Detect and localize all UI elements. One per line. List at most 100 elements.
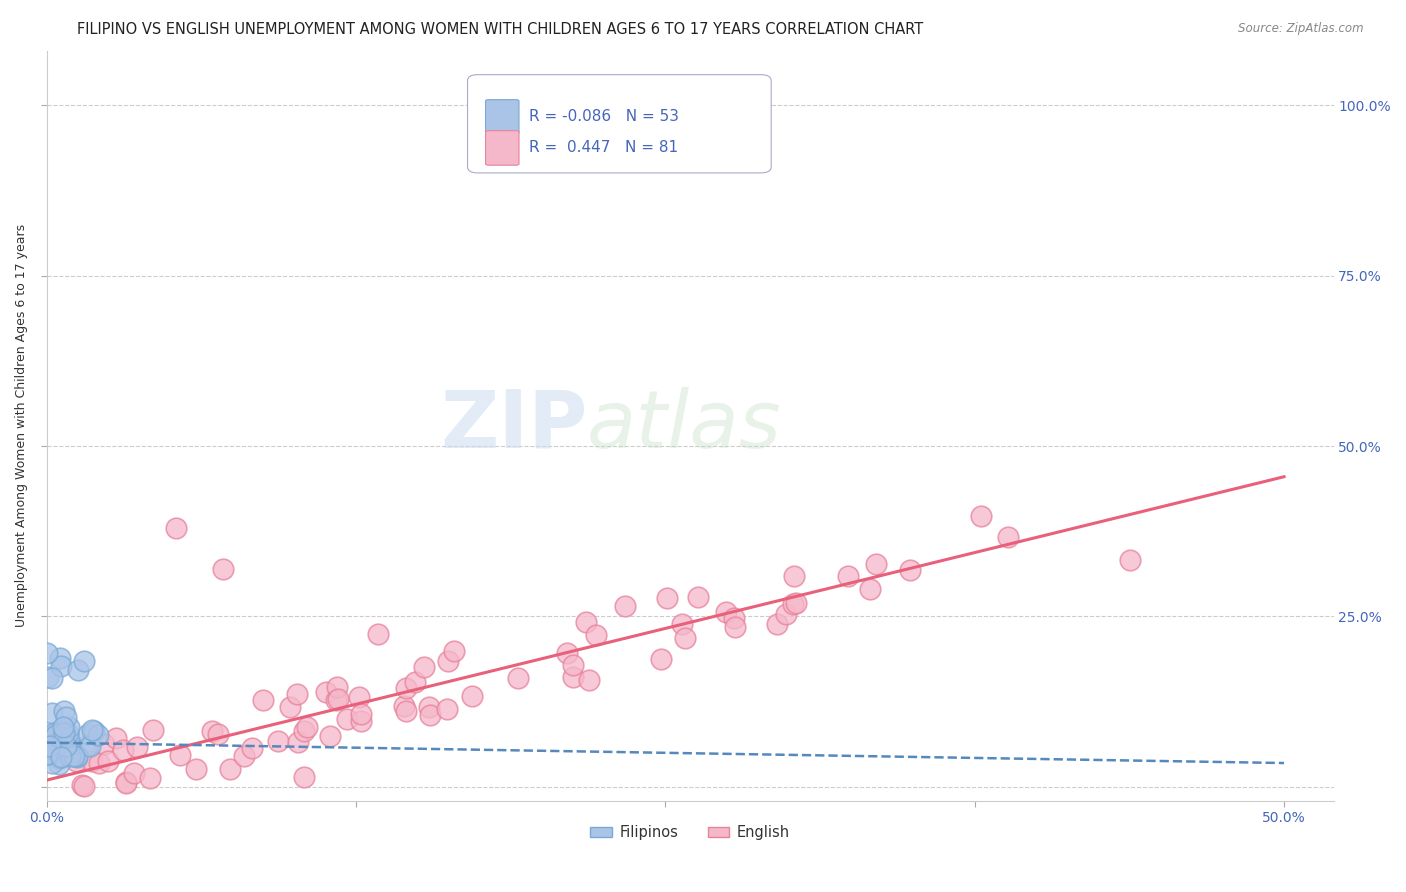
Point bbox=[48, 651, 70, 665]
Point bbox=[127, 739, 149, 754]
Point bbox=[37, 731, 59, 746]
Point bbox=[613, 599, 636, 614]
Point bbox=[87, 728, 110, 742]
Point bbox=[218, 762, 240, 776]
Point bbox=[1119, 553, 1142, 567]
Point bbox=[997, 531, 1019, 545]
Point bbox=[394, 699, 416, 714]
Point bbox=[52, 735, 75, 749]
Point bbox=[41, 756, 63, 771]
Point bbox=[114, 774, 136, 789]
Point bbox=[201, 724, 224, 739]
Point bbox=[58, 726, 80, 740]
Point bbox=[714, 605, 737, 619]
Point bbox=[44, 725, 66, 739]
Text: atlas: atlas bbox=[588, 386, 782, 465]
Point bbox=[49, 659, 72, 673]
Point bbox=[44, 736, 66, 750]
Point bbox=[252, 693, 274, 707]
Point bbox=[65, 754, 87, 768]
Point bbox=[395, 704, 418, 718]
Point bbox=[349, 690, 371, 705]
Point bbox=[142, 723, 165, 737]
Point bbox=[326, 681, 349, 695]
Point bbox=[58, 720, 80, 734]
Point bbox=[37, 646, 59, 660]
Point bbox=[232, 748, 254, 763]
Point bbox=[139, 772, 162, 786]
Point bbox=[578, 673, 600, 688]
Point bbox=[44, 739, 66, 754]
Point bbox=[292, 724, 315, 739]
Point bbox=[66, 750, 89, 764]
Point bbox=[70, 778, 93, 792]
Point bbox=[63, 746, 86, 760]
Point bbox=[723, 620, 745, 634]
Point bbox=[111, 743, 134, 757]
Legend: Filipinos, English: Filipinos, English bbox=[585, 819, 796, 846]
Point bbox=[328, 691, 350, 706]
FancyBboxPatch shape bbox=[468, 75, 772, 173]
Text: R = -0.086   N = 53: R = -0.086 N = 53 bbox=[529, 110, 679, 124]
Point bbox=[48, 750, 70, 764]
Point bbox=[782, 597, 804, 611]
Point bbox=[418, 700, 440, 714]
Point bbox=[45, 726, 67, 740]
Point bbox=[686, 590, 709, 604]
Point bbox=[837, 568, 859, 582]
Point bbox=[240, 740, 263, 755]
Point bbox=[52, 720, 75, 734]
Point bbox=[48, 756, 70, 771]
Point bbox=[52, 726, 75, 740]
Point bbox=[55, 740, 77, 755]
Point bbox=[295, 720, 318, 734]
Point bbox=[557, 646, 579, 660]
Point bbox=[212, 562, 235, 576]
Point bbox=[207, 727, 229, 741]
Point bbox=[412, 660, 434, 674]
Point bbox=[775, 607, 797, 621]
Point bbox=[41, 706, 63, 721]
FancyBboxPatch shape bbox=[485, 100, 519, 134]
Point bbox=[73, 654, 96, 668]
Point bbox=[319, 730, 342, 744]
Point bbox=[49, 749, 72, 764]
Point bbox=[898, 564, 921, 578]
Point bbox=[785, 596, 807, 610]
Y-axis label: Unemployment Among Women with Children Ages 6 to 17 years: Unemployment Among Women with Children A… bbox=[15, 224, 28, 627]
Point bbox=[105, 731, 128, 746]
Point bbox=[82, 723, 104, 737]
Point bbox=[42, 741, 65, 756]
Point bbox=[404, 675, 426, 690]
Point bbox=[367, 627, 389, 641]
Point bbox=[53, 743, 76, 757]
Point bbox=[55, 739, 77, 753]
Point bbox=[859, 582, 882, 596]
Point bbox=[62, 749, 84, 764]
Point bbox=[48, 748, 70, 763]
Point bbox=[83, 723, 105, 738]
Point bbox=[52, 732, 75, 747]
Point bbox=[39, 739, 62, 754]
Point bbox=[461, 690, 484, 704]
Point bbox=[585, 628, 607, 642]
Point bbox=[37, 670, 59, 684]
Point bbox=[437, 654, 460, 668]
Point bbox=[561, 657, 583, 672]
Point bbox=[575, 615, 598, 630]
Point bbox=[46, 743, 69, 757]
Point bbox=[508, 672, 530, 686]
Point bbox=[115, 776, 138, 790]
Point bbox=[267, 734, 290, 748]
Point bbox=[782, 569, 804, 583]
Point bbox=[315, 685, 337, 699]
Point bbox=[122, 766, 145, 780]
Point bbox=[37, 747, 59, 761]
Point bbox=[73, 779, 96, 793]
Point bbox=[51, 748, 73, 763]
Point bbox=[58, 731, 80, 745]
Point bbox=[765, 617, 787, 632]
Point bbox=[87, 756, 110, 770]
Point bbox=[56, 747, 79, 762]
Point bbox=[165, 521, 187, 535]
